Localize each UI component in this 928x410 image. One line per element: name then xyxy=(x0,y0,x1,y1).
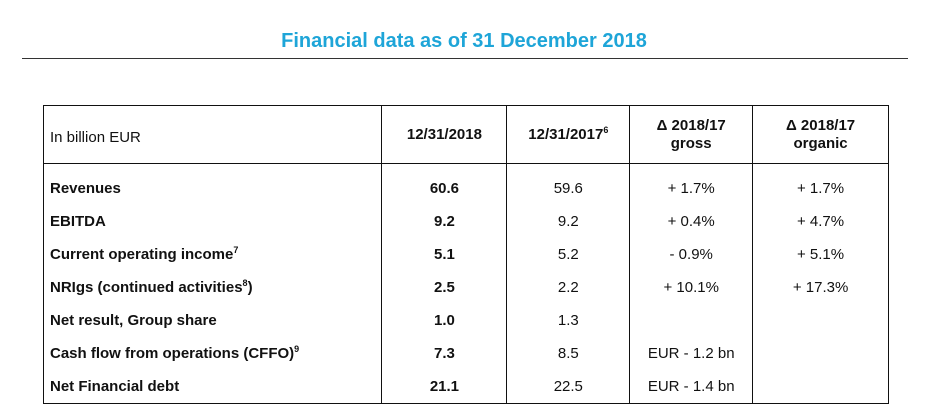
delta-organic: + 1.7% xyxy=(752,163,889,205)
financial-data-table: In billion EUR 12/31/2018 12/31/20176 Δ … xyxy=(42,105,889,404)
delta-gross xyxy=(629,304,754,337)
value-2017: 2.2 xyxy=(506,271,631,304)
value-2018: 1.0 xyxy=(381,304,508,337)
table-row: EBITDA 9.2 9.2 + 0.4% + 4.7% xyxy=(42,205,889,238)
row-label: Current operating income7 xyxy=(42,238,383,271)
delta-organic: + 5.1% xyxy=(752,238,889,271)
value-2017: 9.2 xyxy=(506,205,631,238)
row-label: Net Financial debt xyxy=(42,370,383,404)
header-delta-organic-line2: organic xyxy=(793,134,848,152)
header-delta-organic: Δ 2018/17 organic xyxy=(752,105,889,164)
header-2017-text: 12/31/2017 xyxy=(528,125,604,143)
value-2017: 8.5 xyxy=(506,337,631,370)
row-label: Cash flow from operations (CFFO)9 xyxy=(42,337,383,370)
value-2018: 9.2 xyxy=(381,205,508,238)
page-title: Financial data as of 31 December 2018 xyxy=(281,30,647,52)
value-2018: 60.6 xyxy=(381,163,508,205)
delta-organic xyxy=(752,337,889,370)
table-row: Cash flow from operations (CFFO)9 7.3 8.5 E… xyxy=(42,337,889,370)
row-label: EBITDA xyxy=(42,205,383,238)
row-label: Net result, Group share xyxy=(42,304,383,337)
table-row: NRIgs (continued activities8) 2.5 2.2 + 10.… xyxy=(42,271,889,304)
value-2018: 5.1 xyxy=(381,238,508,271)
delta-organic xyxy=(752,304,889,337)
row-label-suffix: ) xyxy=(247,279,253,296)
header-delta-gross: Δ 2018/17 gross xyxy=(629,105,754,164)
delta-gross: EUR - 1.2 bn xyxy=(629,337,754,370)
footnote-ref: 7 xyxy=(233,245,239,255)
value-2017: 59.6 xyxy=(506,163,631,205)
value-2017: 22.5 xyxy=(506,370,631,404)
footnote-ref: 6 xyxy=(603,124,609,135)
header-2018-text: 12/31/2018 xyxy=(406,125,482,143)
delta-gross: - 0.9% xyxy=(629,238,754,271)
header-2017: 12/31/20176 xyxy=(506,105,631,164)
row-label-text: Net Financial debt xyxy=(50,378,180,395)
table-row: Current operating income7 5.1 5.2- 0.9% + 5… xyxy=(42,238,889,271)
header-delta-gross-line1: Δ 2018/17 xyxy=(656,116,726,134)
header-2018: 12/31/2018 xyxy=(381,105,508,164)
table-row: Net result, Group share 1.0 1.3 xyxy=(42,304,889,337)
header-unit: In billion EUR xyxy=(42,105,383,164)
row-label-text: Revenues xyxy=(50,180,121,197)
value-2018: 21.1 xyxy=(381,370,508,404)
value-2017: 5.2 xyxy=(506,238,631,271)
row-label-text: Current operating income xyxy=(50,246,234,263)
table-header-row: In billion EUR 12/31/2018 12/31/20176 Δ … xyxy=(42,105,889,164)
header-unit-text: In billion EUR xyxy=(50,128,141,146)
delta-gross: + 10.1% xyxy=(629,271,754,304)
delta-gross: EUR - 1.4 bn xyxy=(629,370,754,404)
delta-organic: + 4.7% xyxy=(752,205,889,238)
header-delta-organic-line1: Δ 2018/17 xyxy=(785,116,856,134)
delta-gross: + 0.4% xyxy=(629,205,754,238)
header-delta-gross-line2: gross xyxy=(670,134,712,152)
row-label: Revenues xyxy=(42,163,383,205)
table-row: Net Financial debt 21.1 22.5 EUR - 1.4 bn xyxy=(42,370,889,404)
footnote-ref: 8 xyxy=(242,278,248,288)
title-divider xyxy=(22,58,908,59)
delta-gross: + 1.7% xyxy=(629,163,754,205)
row-label-text: Net result, Group share xyxy=(50,312,217,329)
table-row: Revenues 60.6 59.6 + 1.7% + 1.7% xyxy=(42,163,889,205)
row-label-text: Cash flow from operations (CFFO) xyxy=(50,345,295,362)
delta-organic: + 17.3% xyxy=(752,271,889,304)
row-label: NRIgs (continued activities8) xyxy=(42,271,383,304)
value-2017: 1.3 xyxy=(506,304,631,337)
row-label-text: NRIgs (continued activities xyxy=(50,279,243,296)
value-2018: 7.3 xyxy=(381,337,508,370)
row-label-text: EBITDA xyxy=(50,213,106,230)
value-2018: 2.5 xyxy=(381,271,508,304)
delta-organic xyxy=(752,370,889,404)
footnote-ref: 9 xyxy=(294,344,300,354)
